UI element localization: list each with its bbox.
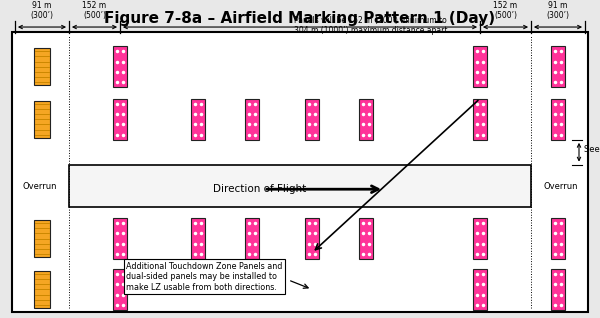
Bar	[473, 46, 487, 87]
Text: Overrun: Overrun	[543, 182, 577, 190]
Text: Additional Touchdown Zone Panels and
dual-sided panels may be installed to
make : Additional Touchdown Zone Panels and dua…	[126, 262, 283, 292]
Bar	[473, 218, 487, 259]
Text: 152 m
(500’): 152 m (500’)	[493, 1, 518, 20]
Bar	[473, 269, 487, 310]
Bar	[305, 218, 319, 259]
Text: Figure 7-8a – Airfield Marking Pattern 1 (Day): Figure 7-8a – Airfield Marking Pattern 1…	[104, 11, 496, 26]
Bar	[551, 99, 565, 140]
Bar	[359, 99, 373, 140]
Bar	[359, 218, 373, 259]
Bar	[245, 218, 259, 259]
Bar	[551, 218, 565, 259]
Bar	[473, 99, 487, 140]
Bar	[551, 46, 565, 87]
Text: 91 m
(300’): 91 m (300’)	[31, 1, 53, 20]
Bar	[34, 101, 50, 137]
Bar	[305, 99, 319, 140]
Text: Panels will be 152 m (500’) minimum to
304 m (1000’) maximum distance apart.: Panels will be 152 m (500’) minimum to 3…	[294, 16, 450, 35]
Text: Overrun: Overrun	[23, 182, 57, 190]
Bar	[191, 99, 205, 140]
Bar	[113, 218, 127, 259]
Bar	[551, 269, 565, 310]
Bar	[245, 99, 259, 140]
Text: 91 m
(300’): 91 m (300’)	[547, 1, 569, 20]
Bar	[34, 220, 50, 257]
Bar	[34, 48, 50, 85]
Bar	[113, 269, 127, 310]
Bar	[191, 218, 205, 259]
Text: 152 m
(500’): 152 m (500’)	[82, 1, 107, 20]
Text: Direction of Flight: Direction of Flight	[213, 184, 306, 194]
Bar	[113, 99, 127, 140]
Bar	[12, 32, 588, 312]
Bar	[69, 165, 531, 207]
Bar	[34, 271, 50, 308]
Text: See Note 2.: See Note 2.	[584, 145, 600, 154]
Bar	[113, 46, 127, 87]
